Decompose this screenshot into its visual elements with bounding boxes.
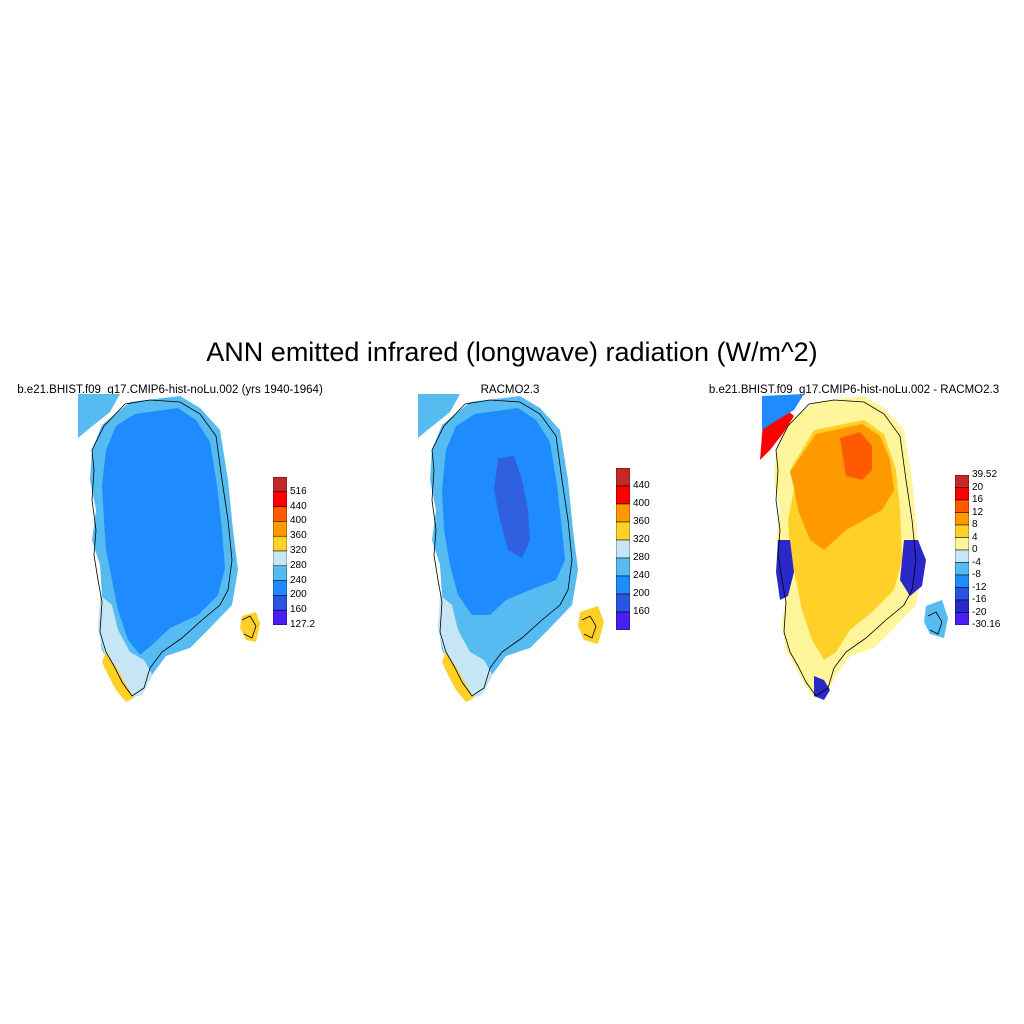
colorbar-label: 16: [972, 494, 984, 505]
colorbar-swatch: [272, 550, 288, 567]
colorbar-swatch: [615, 521, 631, 541]
colorbar-swatch: [615, 557, 631, 577]
coastline: [581, 615, 597, 639]
colorbar-label: -12: [972, 581, 987, 593]
coastline: [241, 615, 257, 639]
colorbar-swatch: [615, 503, 631, 523]
colorbar-label: 127.2: [290, 619, 316, 630]
colorbar-swatches: [954, 474, 970, 626]
map-region-coast: [438, 595, 492, 698]
colorbar-label: 516: [290, 485, 307, 497]
colorbar: 516 440 400 360 320 280 240 200 160 127.2: [272, 476, 315, 630]
colorbar-swatch: [615, 575, 631, 595]
colorbar-label: 12: [972, 506, 984, 518]
map-region-tip: [442, 652, 474, 702]
greenland-map: [78, 394, 260, 702]
colorbar: 440 400 360 320 280 240 200 160: [615, 467, 650, 635]
coastline: [91, 399, 233, 697]
colorbar-label: 200: [290, 589, 307, 601]
colorbar-label: 4: [972, 531, 978, 543]
map-region-core: [494, 456, 530, 558]
colorbar-label: 400: [290, 515, 307, 527]
map-region-tip: [814, 676, 830, 700]
map-region-edge-cold: [900, 540, 926, 596]
coastline: [927, 611, 943, 635]
colorbar-label: 160: [633, 606, 650, 617]
colorbar-swatch: [272, 506, 288, 522]
colorbar-swatch: [954, 512, 970, 526]
colorbar-swatch: [954, 587, 970, 601]
panel-title: b.e21.BHIST.f09_g17.CMIP6-hist-noLu.002 …: [17, 384, 323, 396]
colorbar-label: 280: [633, 552, 650, 563]
colorbar-swatch: [272, 535, 288, 552]
colorbar-swatch: [615, 611, 631, 631]
colorbar-swatch: [954, 524, 970, 538]
panel-title: b.e21.BHIST.f09_g17.CMIP6-hist-noLu.002 …: [708, 384, 1000, 396]
map-region-nw: [418, 394, 460, 438]
map-region-tip: [102, 652, 134, 702]
colorbar-label: 440: [633, 480, 650, 491]
colorbar-swatch: [954, 537, 970, 551]
colorbar-swatch: [272, 521, 288, 537]
colorbar-swatch: [272, 580, 288, 596]
colorbar-swatch: [954, 549, 970, 563]
colorbar-label: 360: [633, 516, 650, 527]
colorbar-swatch: [954, 599, 970, 613]
colorbar-swatch: [954, 562, 970, 576]
coastline: [775, 399, 917, 697]
colorbar-label: 200: [633, 588, 650, 599]
panel-difference: b.e21.BHIST.f09_g17.CMIP6-hist-noLu.002 …: [684, 380, 1024, 710]
colorbar-swatches: [272, 476, 288, 626]
colorbar-swatch: [954, 499, 970, 513]
coastline: [431, 399, 573, 697]
colorbar-swatch: [954, 487, 970, 501]
map-region-island: [578, 606, 604, 644]
map-region-nw: [78, 394, 120, 438]
colorbar-swatch: [954, 474, 970, 488]
colorbar-label: 8: [972, 519, 978, 530]
greenland-map: [760, 394, 948, 700]
colorbar-swatches: [615, 467, 631, 631]
colorbar-label: -20: [972, 606, 987, 618]
colorbar-swatch: [272, 565, 288, 581]
colorbar-swatch: [615, 467, 631, 487]
colorbar-label: 440: [290, 500, 307, 512]
colorbar-label: 320: [290, 545, 307, 556]
colorbar-label: -16: [972, 594, 987, 605]
greenland-map: [418, 394, 604, 702]
colorbar-label: 320: [633, 534, 650, 545]
panel-racmo: RACMO2.3 440 400 360 320 280 240 200 160: [340, 380, 680, 710]
map-region-coast: [762, 394, 804, 430]
colorbar-label: 400: [633, 498, 650, 509]
colorbar-label: 20: [972, 481, 984, 493]
map-region-edge-cold: [776, 540, 794, 600]
colorbar-swatch: [272, 595, 288, 611]
map-region-north: [102, 408, 225, 655]
colorbar-swatch: [272, 609, 288, 626]
colorbar-swatch: [954, 574, 970, 588]
colorbar: 39.52 20 16 12 8 4 0 -4 -8 -12 -16 -20 -30.16: [954, 470, 1000, 630]
map-region-coast: [98, 595, 152, 698]
map-region-island: [924, 600, 948, 638]
colorbar-swatch: [615, 485, 631, 505]
colorbar-swatch: [954, 612, 970, 626]
panel-model: b.e21.BHIST.f09_g17.CMIP6-hist-noLu.002 …: [0, 380, 340, 710]
colorbar-swatch: [272, 491, 288, 507]
colorbar-swatch: [272, 476, 288, 493]
colorbar-label: 240: [290, 574, 307, 586]
colorbar-label: 160: [290, 604, 307, 616]
colorbar-label: -30.16: [972, 619, 1001, 630]
colorbar-label: 240: [633, 570, 650, 581]
colorbar-label: -4: [972, 556, 981, 568]
colorbar-label: -8: [972, 569, 981, 580]
colorbar-swatch: [615, 593, 631, 613]
colorbar-label: 0: [972, 544, 978, 555]
panel-title: RACMO2.3: [480, 384, 540, 396]
colorbar-label: 360: [290, 530, 307, 542]
map-region-hot: [840, 432, 872, 480]
colorbar-swatch: [615, 539, 631, 559]
colorbar-label: 280: [290, 559, 307, 571]
figure-title: ANN emitted infrared (longwave) radiatio…: [206, 337, 818, 367]
colorbar-label: 39.52: [972, 469, 998, 480]
